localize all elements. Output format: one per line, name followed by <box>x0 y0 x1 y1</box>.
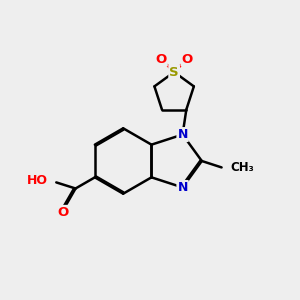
Text: N: N <box>177 181 188 194</box>
Text: N: N <box>177 128 188 141</box>
Text: O: O <box>58 206 69 219</box>
Text: O: O <box>182 52 193 65</box>
Text: O: O <box>155 52 167 65</box>
Text: CH₃: CH₃ <box>230 161 254 174</box>
Text: HO: HO <box>27 174 48 187</box>
Text: S: S <box>169 66 179 79</box>
